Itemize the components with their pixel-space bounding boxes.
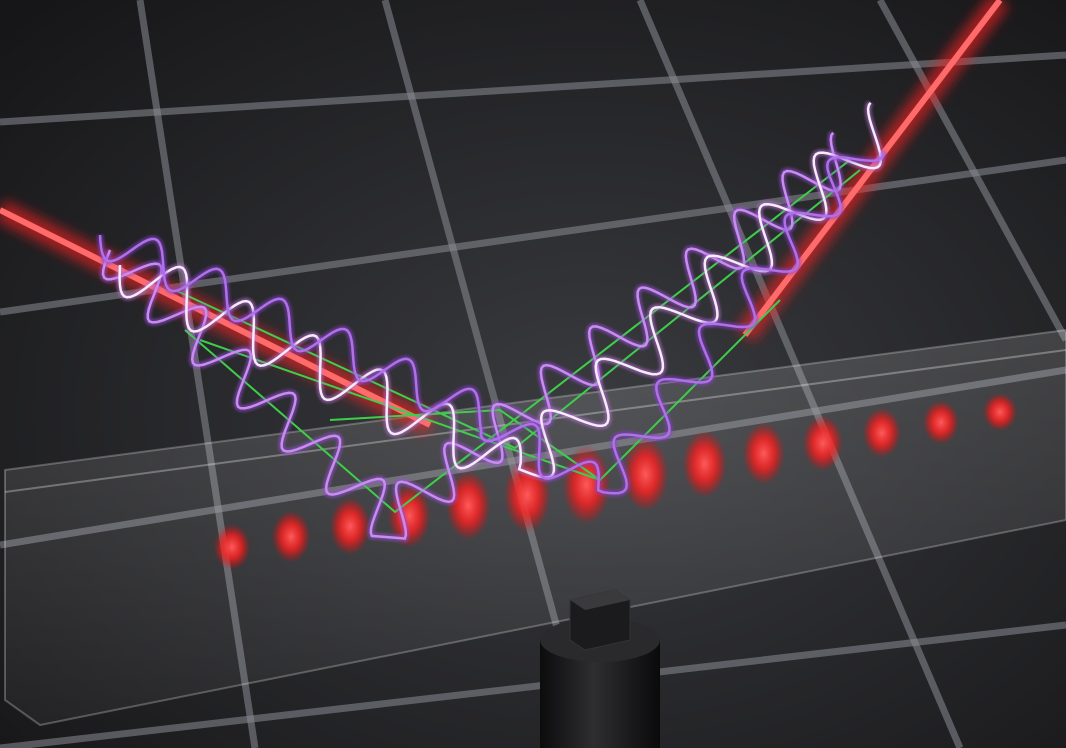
interference-spot bbox=[562, 445, 611, 525]
interference-spot bbox=[682, 430, 727, 498]
wave bbox=[118, 102, 883, 479]
interference-spot bbox=[983, 393, 1017, 431]
grid-line bbox=[381, 0, 594, 748]
interference-spot bbox=[213, 524, 251, 570]
interference-spot bbox=[742, 422, 785, 485]
interference-spot bbox=[271, 510, 311, 563]
grid-line bbox=[0, 51, 1066, 126]
grid-line bbox=[0, 621, 1066, 748]
interference-spot bbox=[622, 437, 669, 511]
interference-spot bbox=[446, 470, 491, 540]
detector bbox=[540, 589, 660, 748]
waves bbox=[96, 100, 887, 543]
detector-head-top bbox=[570, 590, 630, 610]
interference-spot bbox=[862, 407, 901, 458]
interference-spot bbox=[329, 497, 371, 555]
ray-line bbox=[184, 159, 851, 514]
interference-spot bbox=[922, 400, 959, 445]
interference-spot bbox=[802, 415, 843, 471]
grid-line bbox=[876, 0, 1066, 342]
wave bbox=[98, 151, 885, 495]
